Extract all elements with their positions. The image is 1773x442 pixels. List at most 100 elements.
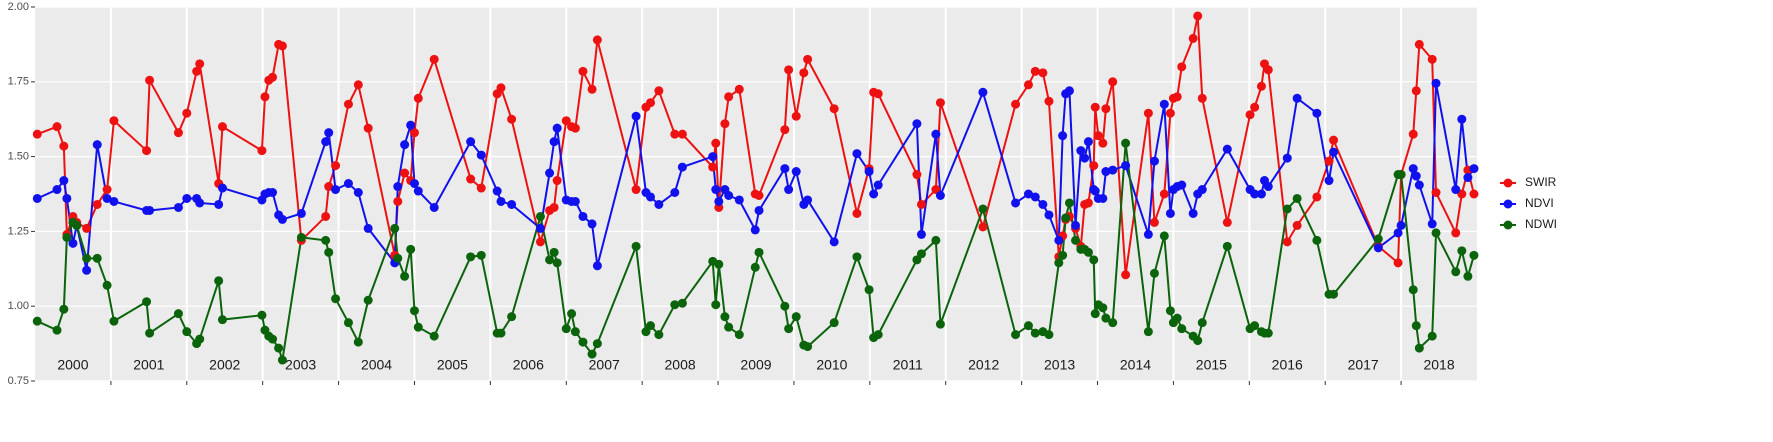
- data-point: [92, 140, 102, 150]
- data-point: [1193, 11, 1203, 21]
- data-point: [363, 123, 373, 133]
- data-point: [1263, 65, 1273, 75]
- data-point: [545, 168, 555, 178]
- data-point: [496, 196, 506, 206]
- data-point: [720, 119, 730, 129]
- data-point: [1090, 102, 1100, 112]
- data-point: [677, 162, 687, 172]
- data-point: [32, 129, 42, 139]
- data-point: [173, 309, 183, 319]
- data-point: [1098, 303, 1108, 313]
- data-point: [978, 87, 988, 97]
- legend-marker: [1503, 220, 1513, 230]
- data-point: [466, 137, 476, 147]
- data-point: [1373, 243, 1383, 253]
- data-point: [549, 202, 559, 212]
- data-point: [1172, 92, 1182, 102]
- data-point: [535, 237, 545, 247]
- legend-label: NDWI: [1525, 217, 1557, 231]
- data-point: [1188, 33, 1198, 43]
- data-point: [1469, 250, 1479, 260]
- data-point: [1165, 306, 1175, 316]
- y-tick-label: 1.25: [8, 225, 29, 237]
- data-point: [393, 196, 403, 206]
- year-label: 2005: [437, 357, 468, 373]
- data-point: [182, 108, 192, 118]
- data-point: [570, 327, 580, 337]
- data-point: [1431, 228, 1441, 238]
- data-point: [1071, 220, 1081, 230]
- data-point: [507, 199, 517, 209]
- data-point: [1177, 324, 1187, 334]
- data-point: [1083, 137, 1093, 147]
- data-point: [1090, 186, 1100, 196]
- data-point: [677, 129, 687, 139]
- data-point: [1159, 189, 1169, 199]
- data-point: [62, 232, 72, 242]
- data-point: [570, 196, 580, 206]
- data-point: [476, 250, 486, 260]
- data-point: [1090, 309, 1100, 319]
- data-point: [1089, 255, 1099, 265]
- data-point: [142, 297, 152, 307]
- data-point: [109, 116, 119, 126]
- data-point: [791, 111, 801, 121]
- year-label: 2010: [816, 357, 847, 373]
- data-point: [1282, 153, 1292, 163]
- data-point: [1312, 235, 1322, 245]
- data-point: [552, 176, 562, 186]
- data-point: [912, 119, 922, 129]
- data-point: [1250, 102, 1260, 112]
- data-point: [799, 68, 809, 78]
- data-point: [654, 330, 664, 340]
- data-point: [750, 225, 760, 235]
- data-point: [1108, 318, 1118, 328]
- data-point: [59, 304, 69, 314]
- year-label: 2014: [1120, 357, 1151, 373]
- data-point: [869, 189, 879, 199]
- data-point: [1044, 330, 1054, 340]
- data-point: [217, 122, 227, 132]
- data-point: [1197, 93, 1207, 103]
- data-point: [1256, 189, 1266, 199]
- data-point: [578, 66, 588, 76]
- data-point: [803, 195, 813, 205]
- data-point: [59, 176, 69, 186]
- data-point: [321, 211, 331, 221]
- data-point: [343, 318, 353, 328]
- data-point: [268, 72, 278, 82]
- data-point: [578, 211, 588, 221]
- data-point: [734, 330, 744, 340]
- data-point: [260, 92, 270, 102]
- data-point: [390, 223, 400, 233]
- data-point: [935, 190, 945, 200]
- year-label: 2016: [1272, 357, 1303, 373]
- data-point: [1061, 213, 1071, 223]
- data-point: [1101, 167, 1111, 177]
- data-point: [1431, 78, 1441, 88]
- data-point: [873, 89, 883, 99]
- data-point: [363, 223, 373, 233]
- data-point: [321, 235, 331, 245]
- y-tick-label: 1.50: [8, 151, 29, 163]
- data-point: [592, 261, 602, 271]
- data-point: [413, 93, 423, 103]
- year-label: 2001: [133, 357, 164, 373]
- data-point: [62, 193, 72, 203]
- data-point: [1108, 165, 1118, 175]
- data-point: [754, 205, 764, 215]
- data-point: [791, 312, 801, 322]
- data-point: [592, 339, 602, 349]
- data-point: [217, 183, 227, 193]
- data-point: [68, 238, 78, 248]
- data-point: [274, 343, 284, 353]
- data-point: [1312, 192, 1322, 202]
- y-tick-label: 0.75: [8, 375, 29, 387]
- data-point: [592, 35, 602, 45]
- data-point: [1030, 192, 1040, 202]
- data-point: [654, 86, 664, 96]
- data-point: [476, 150, 486, 160]
- data-point: [552, 123, 562, 133]
- data-point: [784, 324, 794, 334]
